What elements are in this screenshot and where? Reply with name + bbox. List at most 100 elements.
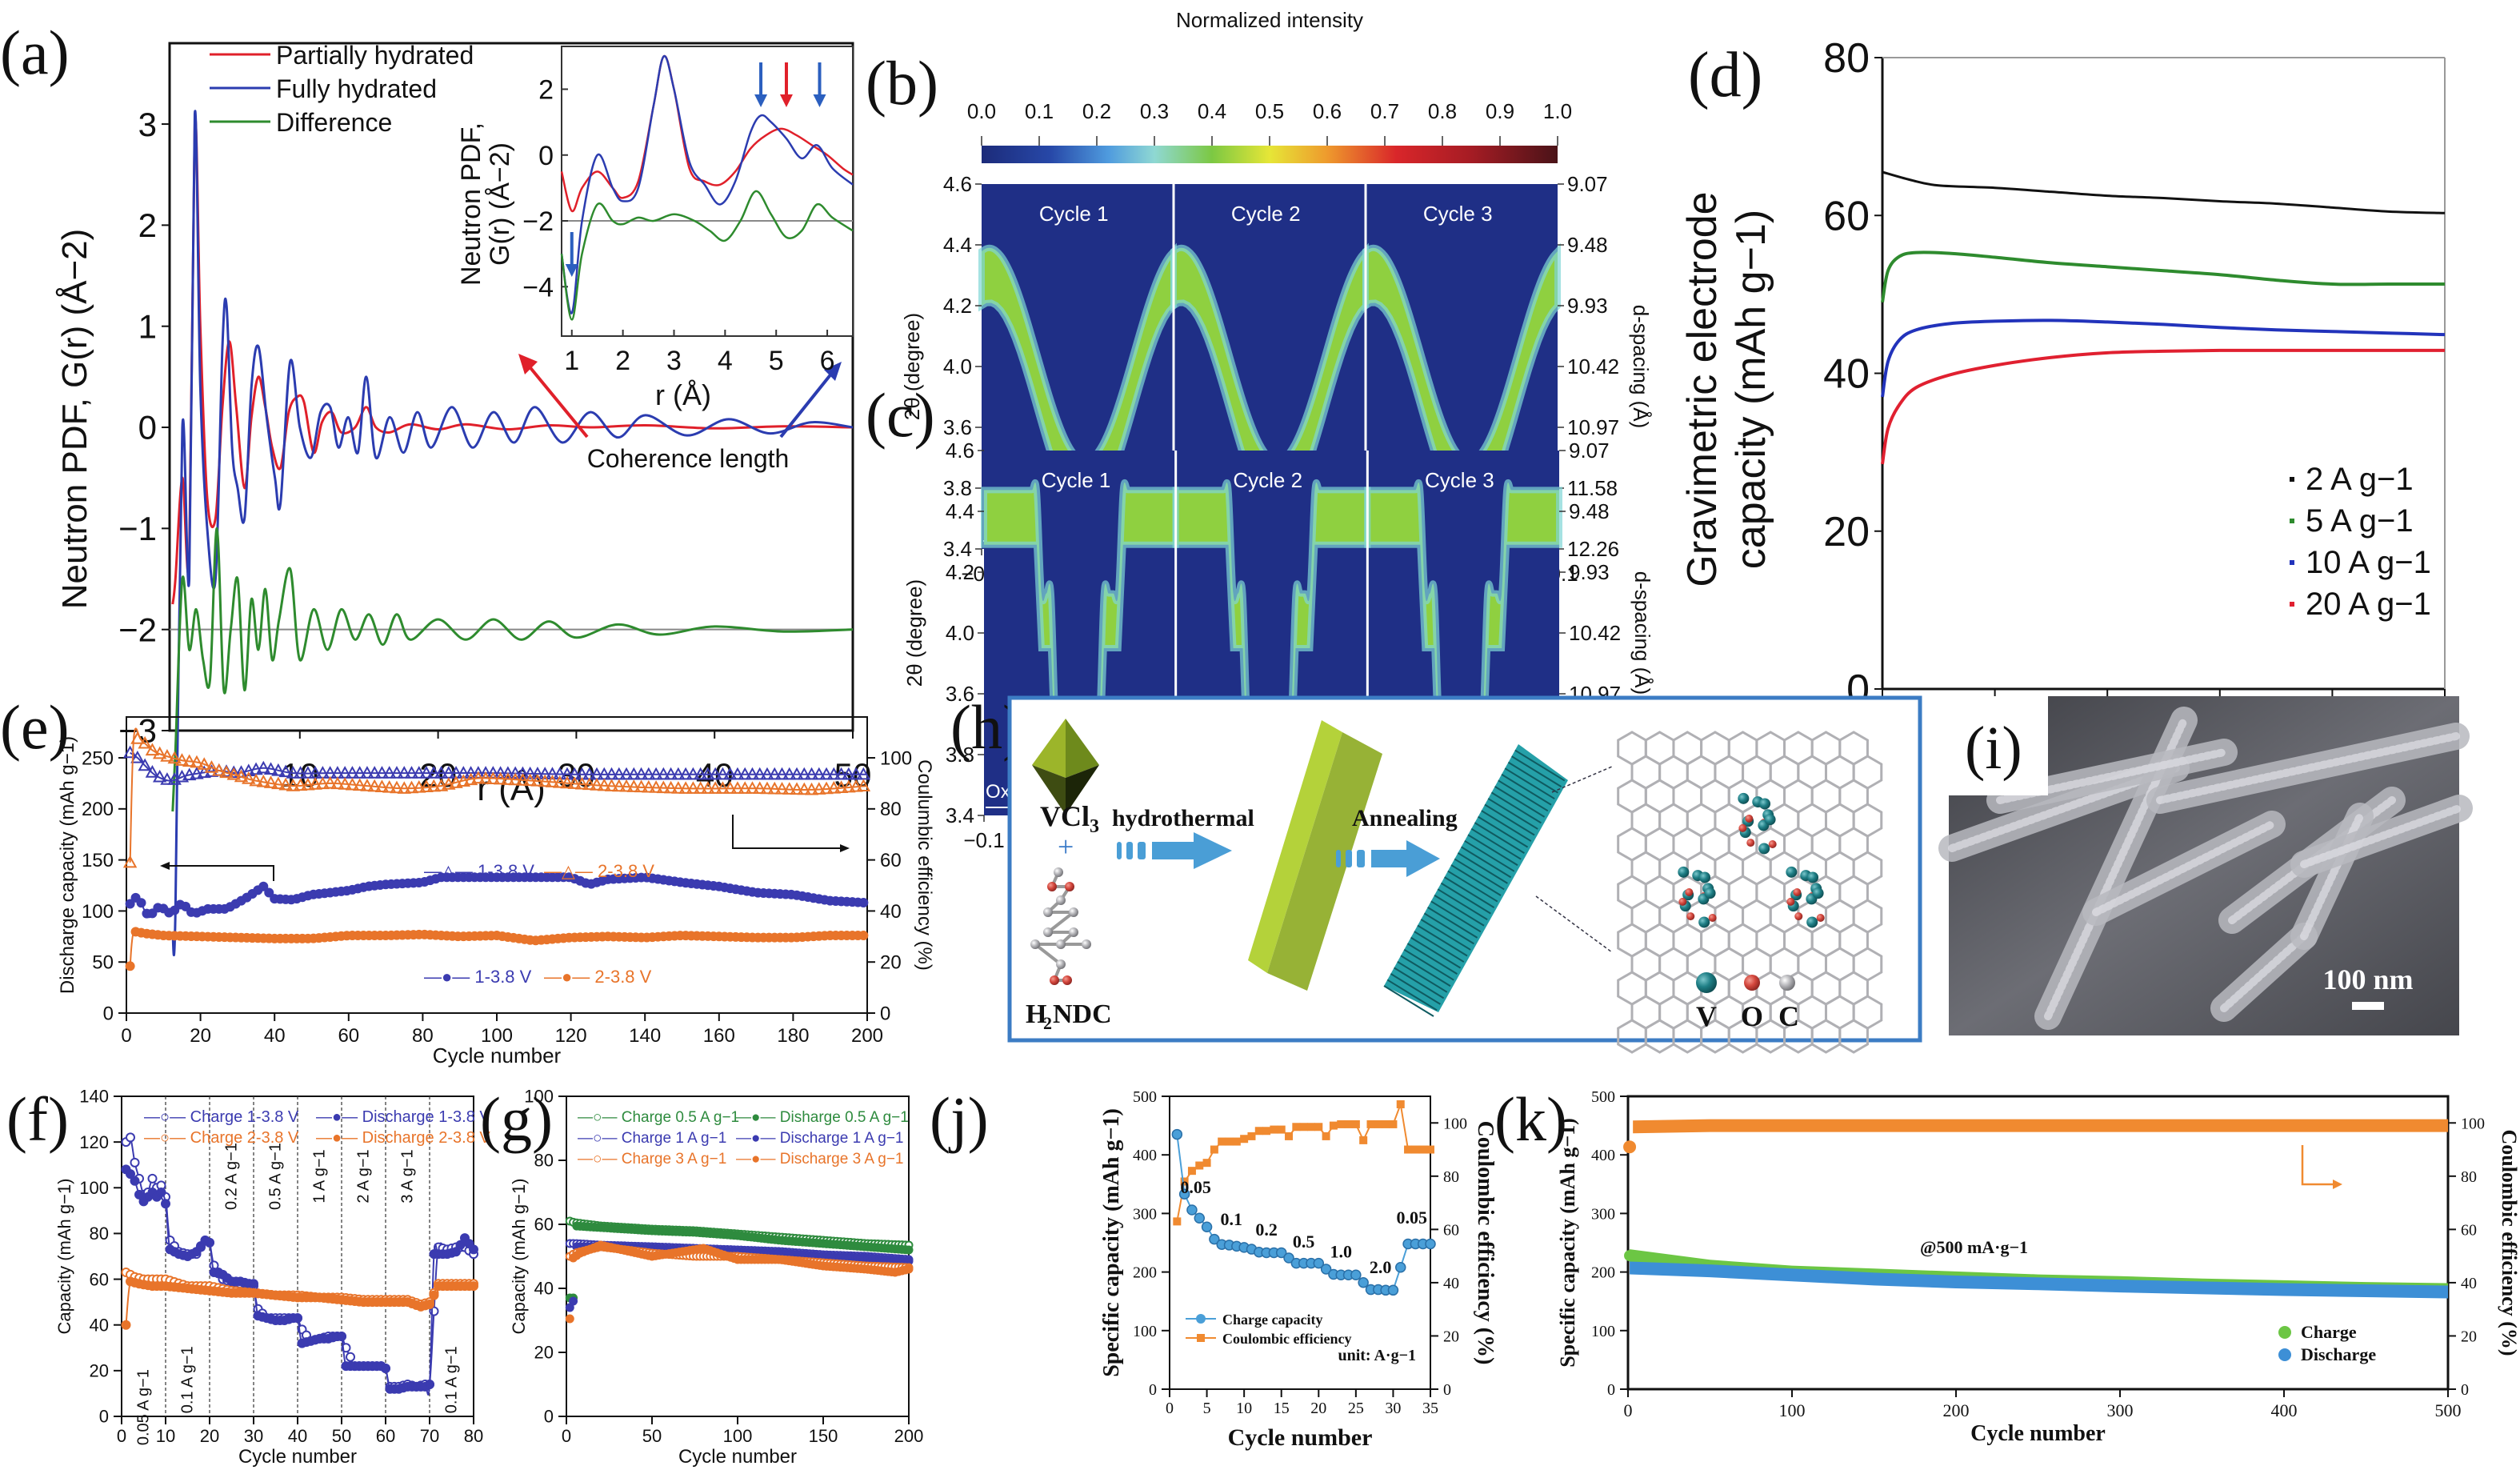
ce-point <box>1322 1132 1330 1140</box>
rate-label: 0.1 <box>1221 1209 1243 1229</box>
ce-point <box>1306 1123 1315 1132</box>
data-point <box>604 779 619 791</box>
nanorod-stripe <box>1490 791 1542 824</box>
y-tick-label-right: 40 <box>880 901 902 923</box>
ce-point <box>1218 1137 1226 1146</box>
y-tick-label: 4.6 <box>943 172 972 196</box>
data-point <box>730 781 745 794</box>
data-point <box>804 767 819 780</box>
legend-label: 20 A g−1 <box>2306 587 2431 622</box>
nanorod-stripe <box>1414 931 1465 963</box>
legend-atom-v <box>1696 972 1717 993</box>
data-point <box>345 766 360 779</box>
capacity-point <box>1201 1221 1213 1232</box>
y-tick-label-right: 0 <box>880 1003 890 1024</box>
octahedron-face <box>1032 765 1066 815</box>
capacity-point <box>1394 1261 1406 1273</box>
nanorod-stripe <box>1514 749 1566 782</box>
data-point <box>190 755 204 768</box>
inset-y-tick-label: 2 <box>538 74 554 105</box>
legend-upper-label-1: —△— 1-3.8 V <box>424 861 534 881</box>
y-tick-label: 0 <box>99 1407 109 1427</box>
legend-lower-label-1: —●— 1-3.8 V <box>424 967 532 987</box>
data-point <box>271 776 286 790</box>
data-point <box>382 766 397 779</box>
legend-label: —●— Disharge 0.5 A g−1 <box>736 1109 909 1126</box>
subscript-2: 2 <box>1043 1013 1052 1033</box>
scale-bar-label: 100 nm <box>2322 963 2413 995</box>
data-point <box>301 766 315 779</box>
legend-atom-c <box>1779 975 1795 991</box>
data-point <box>426 779 441 792</box>
data-point <box>456 774 471 787</box>
y-tick-label: 300 <box>1591 1205 1615 1223</box>
data-point <box>463 772 478 786</box>
inset-arrow-head <box>565 264 578 277</box>
y-tick-label: 60 <box>90 1269 109 1289</box>
x-tick-label: 15 <box>1274 1400 1290 1417</box>
x-tick-label: 50 <box>642 1426 662 1446</box>
ce-point <box>1382 1120 1390 1128</box>
x-tick-label: 20 <box>190 1025 211 1047</box>
data-point <box>819 781 834 795</box>
data-point <box>538 774 552 787</box>
series-line-10-A-per-g <box>1881 318 2446 398</box>
data-point <box>382 779 397 793</box>
data-point <box>170 905 180 915</box>
y-tick-label: 3.8 <box>943 476 972 500</box>
arrow-dash <box>1336 850 1341 867</box>
y-tick-label: 2 <box>138 206 157 244</box>
x-axis-label: Cycle number <box>433 1043 562 1067</box>
panel-label: (c) <box>866 380 935 450</box>
colorbar-tick-label: 0.1 <box>1025 99 1054 123</box>
data-point <box>508 766 522 779</box>
data-point <box>478 771 493 784</box>
y-tick-label: −1 <box>118 510 157 547</box>
nanorod-stripe <box>1390 973 1441 1005</box>
data-point <box>753 767 767 780</box>
vanadium-atom <box>1764 814 1776 826</box>
ce-point <box>1202 1159 1211 1168</box>
atom-O <box>1047 882 1057 891</box>
vanadium-atom <box>1699 871 1711 883</box>
y-tick-label-right: 20 <box>880 952 902 974</box>
rate-label: 0.1 A g−1 <box>179 1346 197 1413</box>
data-point <box>442 777 456 790</box>
oxygen-atom <box>1786 897 1795 906</box>
y-tick-label-right: 80 <box>2461 1168 2477 1186</box>
data-point <box>204 764 219 777</box>
data-point <box>293 778 308 791</box>
vanadium-atom <box>1759 798 1771 810</box>
precursor-rod-face <box>1248 720 1342 973</box>
legend-upper-label-2: —△— 2-3.8 V <box>544 861 654 881</box>
y-tick-label-right: 60 <box>1443 1221 1459 1239</box>
data-point <box>760 781 774 795</box>
ce-point <box>1210 1145 1218 1154</box>
annealing-arrow <box>1371 840 1440 877</box>
vanadium-atom <box>1807 871 1819 883</box>
panel-k-long-cycling-chart: (k)0 100 200 300 400 500010020030040050002040… <box>1494 1084 2520 1446</box>
rate-label: 0.05 <box>1180 1177 1211 1197</box>
y-tick-label: 80 <box>534 1151 554 1171</box>
nanorod-stripe <box>1498 779 1549 812</box>
legend-atom-o-label: O <box>1741 1000 1763 1032</box>
legend-label: 2 A g−1 <box>2306 462 2414 497</box>
y-tick-label: 0 <box>1607 1381 1615 1399</box>
nanorod-stripe <box>1427 906 1478 939</box>
data-point <box>397 781 411 794</box>
data-point <box>819 767 834 780</box>
data-point <box>530 774 545 787</box>
data-point <box>730 767 745 780</box>
x-tick-label: 20 <box>1310 1400 1326 1417</box>
data-point <box>530 766 545 779</box>
y-tick-label: 40 <box>534 1279 554 1299</box>
data-point <box>774 767 790 780</box>
rate-label: 2.0 <box>1370 1257 1392 1277</box>
nanorod-stripe <box>1507 761 1558 794</box>
data-point <box>181 901 191 911</box>
annotation-coherence-length: Coherence length <box>587 444 790 473</box>
capacity-point <box>1425 1238 1436 1250</box>
legend-label: Charge capacity <box>1222 1312 1322 1328</box>
ce-point <box>1314 1123 1323 1132</box>
